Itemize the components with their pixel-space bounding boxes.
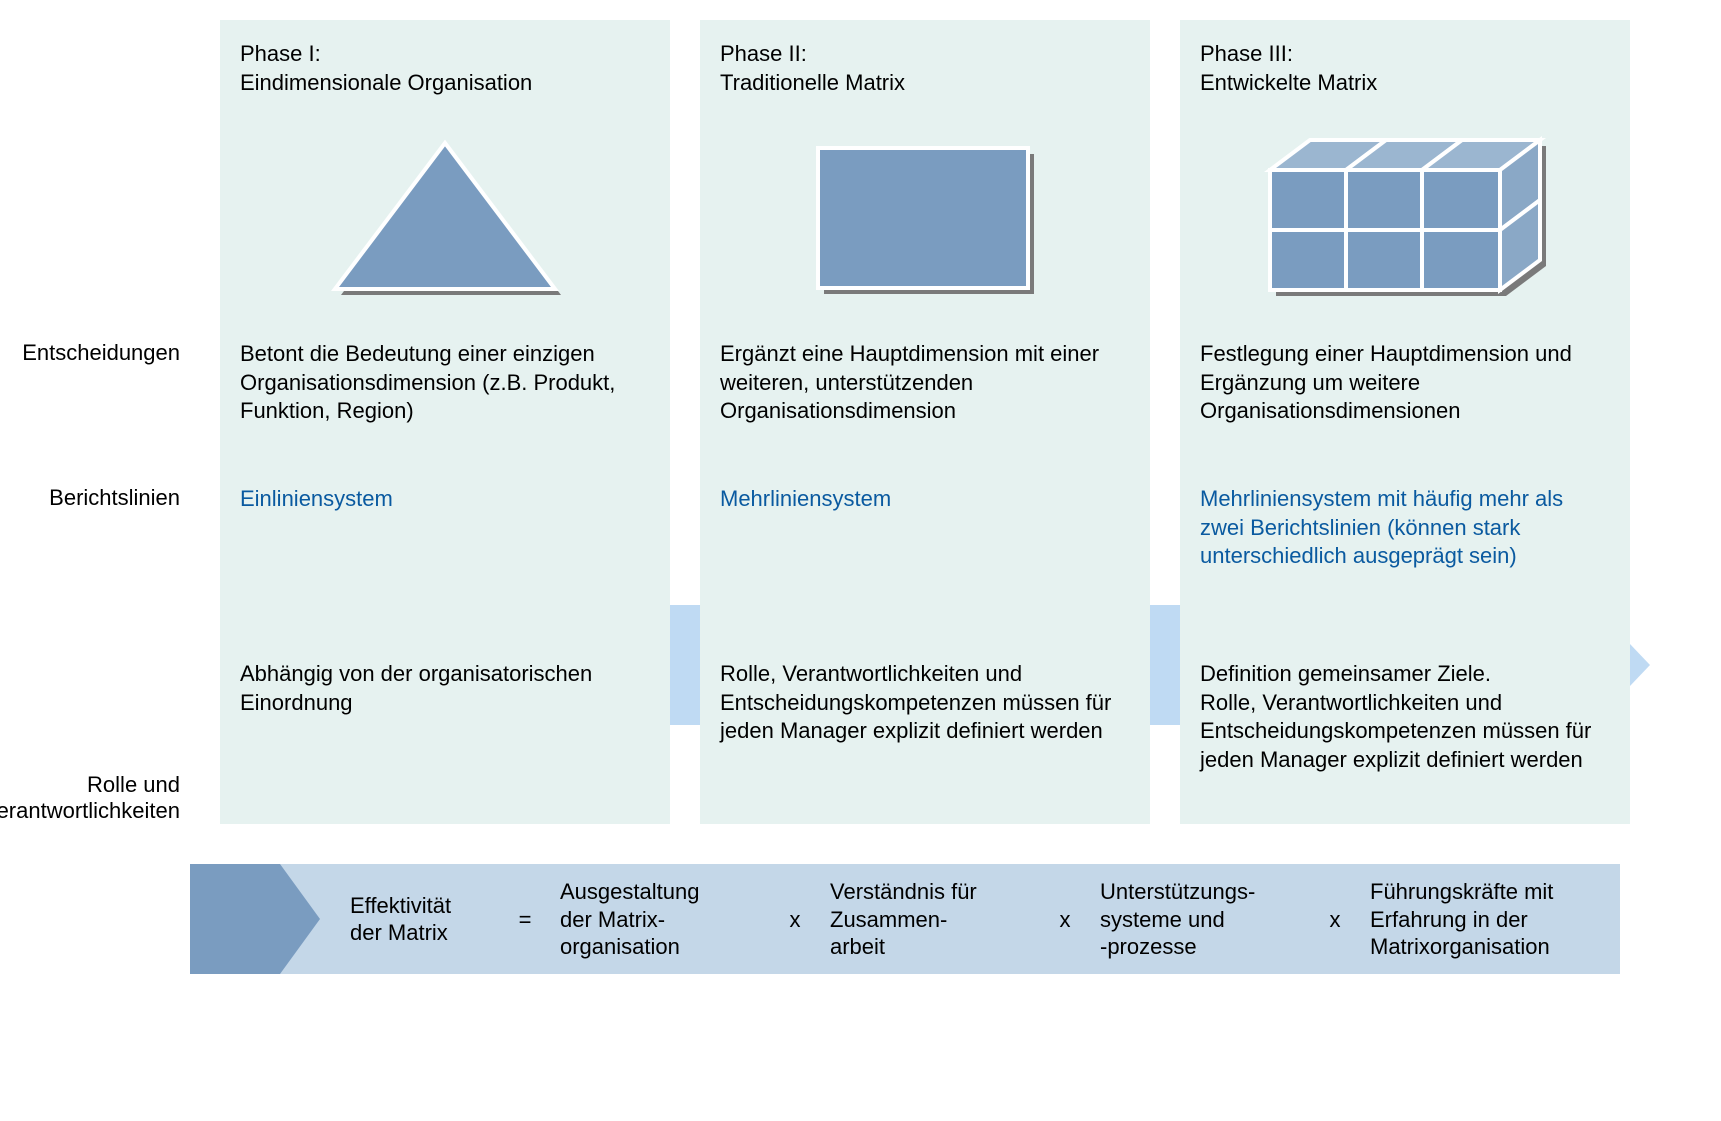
phase-3-shape xyxy=(1200,120,1610,320)
formula-t4-l3: Matrixorganisation xyxy=(1370,934,1550,959)
formula-items: Effektivität der Matrix = Ausgestaltung … xyxy=(350,878,1600,961)
formula-chevron-head xyxy=(280,864,320,974)
phase-1-berichtslinien: Einliniensystem xyxy=(220,460,670,630)
formula-lhs-l2: der Matrix xyxy=(350,920,448,945)
label-spacer xyxy=(20,20,190,300)
phase-2-berichtslinien: Mehrliniensystem xyxy=(700,460,1150,630)
phase-1-title-line2: Eindimensionale Organisation xyxy=(240,70,532,95)
phase-3-title: Phase III: Entwickelte Matrix xyxy=(1200,40,1610,100)
text-p1-rolle: Abhängig von der organisatorischen Einor… xyxy=(240,660,650,727)
phase-1-shape xyxy=(240,120,650,320)
formula-term1: Ausgestaltung der Matrix- organisation xyxy=(560,878,760,961)
diagram-root: Phase I: Eindimensionale Organisation Ph… xyxy=(20,20,1721,974)
formula-t4-l2: Erfahrung in der xyxy=(1370,907,1528,932)
phase-1-rolle: Abhängig von der organisatorischen Einor… xyxy=(220,630,670,824)
formula-lhs-l1: Effektivität xyxy=(350,893,451,918)
phase-3-entscheidungen: Festlegung einer Hauptdimension und Ergä… xyxy=(1180,340,1630,460)
formula-t4-l1: Führungskräfte mit xyxy=(1370,879,1553,904)
phase-2-entscheidungen: Ergänzt eine Hauptdimension mit einer we… xyxy=(700,340,1150,460)
row-label-entscheidungen: Entscheidungen xyxy=(20,340,190,460)
label-entscheidungen: Entscheidungen xyxy=(22,340,180,366)
phase-2-title-line2: Traditionelle Matrix xyxy=(720,70,905,95)
formula-term3: Unterstützungs- systeme und -prozesse xyxy=(1100,878,1300,961)
text-p3-rolle: Definition gemeinsamer Ziele. Rolle, Ver… xyxy=(1200,660,1610,784)
label-berichtslinien: Berichtslinien xyxy=(49,485,180,511)
phase-2-rolle: Rolle, Verantwortlichkeiten und Entschei… xyxy=(700,630,1150,824)
formula-op3: x xyxy=(1325,906,1345,934)
formula-chevron-body xyxy=(190,864,280,974)
phase-3-panel: Phase III: Entwickelte Matrix xyxy=(1180,20,1630,340)
formula-t1-l1: Ausgestaltung xyxy=(560,879,699,904)
phase-2-title-line1: Phase II: xyxy=(720,41,807,66)
formula-t1-l3: organisation xyxy=(560,934,680,959)
formula-bar: Effektivität der Matrix = Ausgestaltung … xyxy=(190,864,1620,974)
phase-grid: Phase I: Eindimensionale Organisation Ph… xyxy=(20,20,1721,824)
formula-t2-l1: Verständnis für xyxy=(830,879,977,904)
phase-3-berichtslinien: Mehrliniensystem mit häufig mehr als zwe… xyxy=(1180,460,1630,630)
formula-t3-l2: systeme und xyxy=(1100,907,1225,932)
text-p2-rolle: Rolle, Verantwortlichkeiten und Entschei… xyxy=(720,660,1130,756)
formula-op1: x xyxy=(785,906,805,934)
formula-op2: x xyxy=(1055,906,1075,934)
formula-lhs: Effektivität der Matrix xyxy=(350,892,490,947)
phase-2-title: Phase II: Traditionelle Matrix xyxy=(720,40,1130,100)
text-p1-entscheidungen: Betont die Bedeutung einer einzigen Orga… xyxy=(240,340,650,436)
label-rolle-l1: Rolle und xyxy=(87,772,180,798)
row-label-berichtslinien: Berichtslinien xyxy=(20,460,190,630)
formula-t1-l2: der Matrix- xyxy=(560,907,665,932)
cube-icon xyxy=(1260,130,1550,310)
phase-3-title-line1: Phase III: xyxy=(1200,41,1293,66)
text-p1-berichtslinien: Einliniensystem xyxy=(240,485,650,524)
phase-3-rolle: Definition gemeinsamer Ziele. Rolle, Ver… xyxy=(1180,630,1630,824)
label-rolle-l2: Verantwortlichkeiten xyxy=(0,798,180,824)
row-label-rolle: Rolle und Verantwortlichkeiten xyxy=(20,630,190,824)
formula-t3-l3: -prozesse xyxy=(1100,934,1197,959)
formula-eq: = xyxy=(515,906,535,934)
text-p3-berichtslinien: Mehrliniensystem mit häufig mehr als zwe… xyxy=(1200,485,1610,581)
rectangle-icon xyxy=(810,140,1040,300)
phase-2-panel: Phase II: Traditionelle Matrix xyxy=(700,20,1150,340)
text-p3-entscheidungen: Festlegung einer Hauptdimension und Ergä… xyxy=(1200,340,1610,436)
phase-1-entscheidungen: Betont die Bedeutung einer einzigen Orga… xyxy=(220,340,670,460)
phase-1-panel: Phase I: Eindimensionale Organisation xyxy=(220,20,670,340)
formula-term2: Verständnis für Zusammen- arbeit xyxy=(830,878,1030,961)
formula-term4: Führungskräfte mit Erfahrung in der Matr… xyxy=(1370,878,1600,961)
text-p2-berichtslinien: Mehrliniensystem xyxy=(720,485,1130,524)
phase-1-title: Phase I: Eindimensionale Organisation xyxy=(240,40,650,100)
formula-t3-l1: Unterstützungs- xyxy=(1100,879,1255,904)
phase-2-shape xyxy=(720,120,1130,320)
formula-t2-l2: Zusammen- xyxy=(830,907,947,932)
phase-1-title-line1: Phase I: xyxy=(240,41,321,66)
triangle-icon xyxy=(325,135,565,305)
formula-t2-l3: arbeit xyxy=(830,934,885,959)
text-p2-entscheidungen: Ergänzt eine Hauptdimension mit einer we… xyxy=(720,340,1130,436)
phase-3-title-line2: Entwickelte Matrix xyxy=(1200,70,1377,95)
